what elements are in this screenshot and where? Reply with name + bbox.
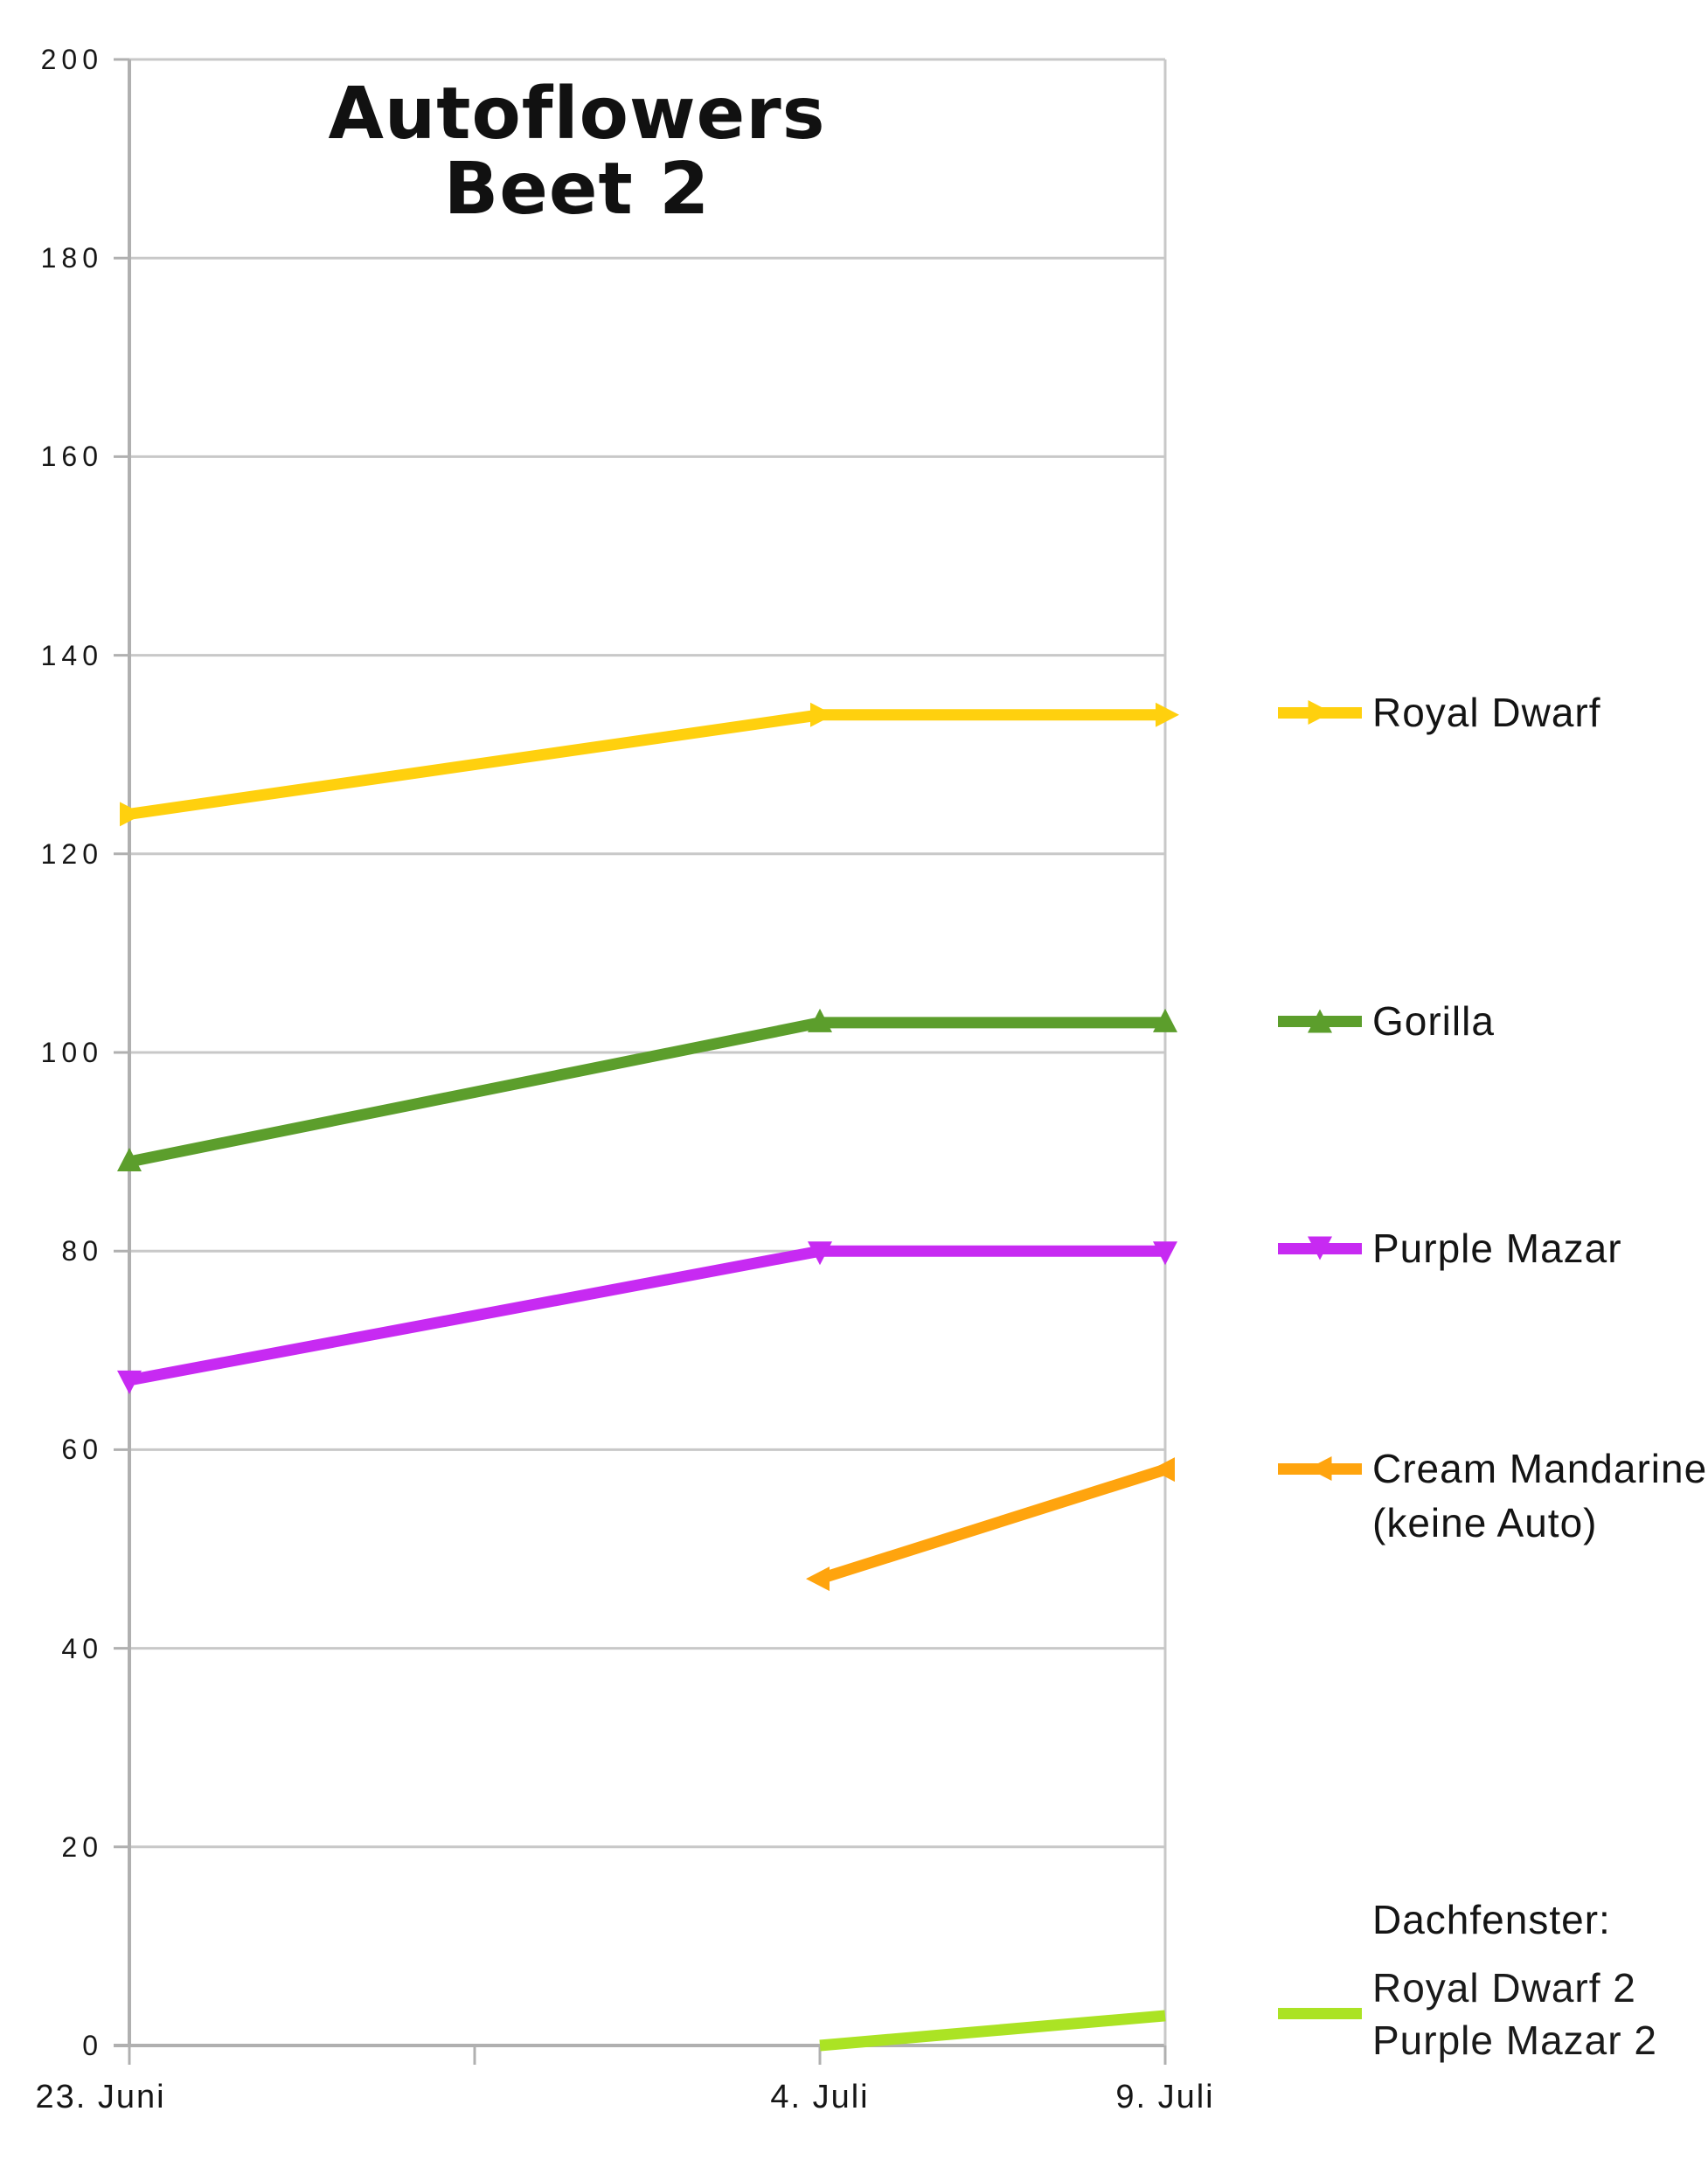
legend-label-cream-mandarine-2: (keine Auto)	[1372, 1500, 1598, 1545]
legend-swatch-cream-mandarine	[1278, 1441, 1362, 1496]
legend-label-cream-mandarine: Cream Mandarine	[1372, 1446, 1708, 1491]
series-marker-gorilla	[808, 1008, 832, 1032]
x-axis-label-9-juli: 9. Juli	[1115, 2079, 1215, 2115]
chart-title-line-1: Autoflowers	[328, 73, 826, 156]
series-marker-gorilla	[1153, 1008, 1177, 1032]
y-axis-label-80: 80	[61, 1235, 103, 1268]
series-line-gorilla	[128, 1017, 1165, 1168]
y-axis-label-180: 180	[40, 242, 103, 274]
triangle-down-icon	[1308, 1236, 1332, 1261]
legend-label-royal-dwarf: Royal Dwarf	[1372, 690, 1601, 735]
legend-swatch-dachfenster	[1278, 2008, 1362, 2019]
x-axis-label-23-juni: 23. Juni	[35, 2079, 166, 2115]
series-marker-royal-dwarf	[120, 802, 143, 827]
triangle-right-icon	[1308, 700, 1332, 725]
series-marker-purple-mazar	[117, 1370, 142, 1394]
chart-title-line-2: Beet 2	[443, 148, 711, 231]
series-line-purple-mazar	[128, 1245, 1165, 1386]
y-axis-label-40: 40	[61, 1632, 103, 1664]
series-line-cream-mandarine-keine-auto	[818, 1463, 1167, 1585]
series-line-royal-dwarf	[128, 709, 1165, 820]
legend-swatch-gorilla	[1278, 994, 1362, 1048]
series-marker-cream-mandarine-keine-auto	[806, 1566, 830, 1592]
legend-footer-heading: Dachfenster:	[1372, 1897, 1611, 1942]
y-axis-label-120: 120	[40, 837, 103, 870]
series-marker-cream-mandarine-keine-auto	[1151, 1457, 1175, 1483]
series-line-royal-dwarf-2-purple-mazar-2-dachfenster	[819, 2010, 1166, 2052]
series-marker-purple-mazar	[808, 1241, 832, 1266]
y-axis-label-60: 60	[61, 1434, 103, 1466]
legend-label-purple-mazar: Purple Mazar	[1372, 1226, 1622, 1271]
triangle-up-icon	[1308, 1009, 1332, 1033]
y-axis-label-100: 100	[40, 1037, 103, 1068]
y-axis-label-140: 140	[40, 639, 103, 671]
y-axis-label-200: 200	[40, 44, 103, 75]
y-axis-label-160: 160	[40, 441, 103, 473]
series-marker-royal-dwarf	[810, 702, 834, 727]
legend-label-purple-mazar-2: Purple Mazar 2	[1372, 2018, 1657, 2063]
series-marker-gorilla	[117, 1147, 142, 1171]
legend-label-gorilla: Gorilla	[1372, 998, 1495, 1044]
series-marker-purple-mazar	[1153, 1241, 1177, 1266]
chart-title: Autoflowers Beet 2	[0, 77, 1154, 227]
legend-swatch-purple-mazar	[1278, 1221, 1362, 1275]
x-axis-label-4-juli: 4. Juli	[770, 2079, 870, 2115]
triangle-left-icon	[1308, 1456, 1332, 1481]
y-axis-label-20: 20	[61, 1830, 103, 1863]
y-axis-label-0: 0	[82, 2030, 103, 2061]
series-marker-royal-dwarf	[1156, 702, 1179, 727]
legend-swatch-royal-dwarf	[1278, 685, 1362, 740]
legend-label-royal-dwarf-2: Royal Dwarf 2	[1372, 1965, 1636, 2011]
